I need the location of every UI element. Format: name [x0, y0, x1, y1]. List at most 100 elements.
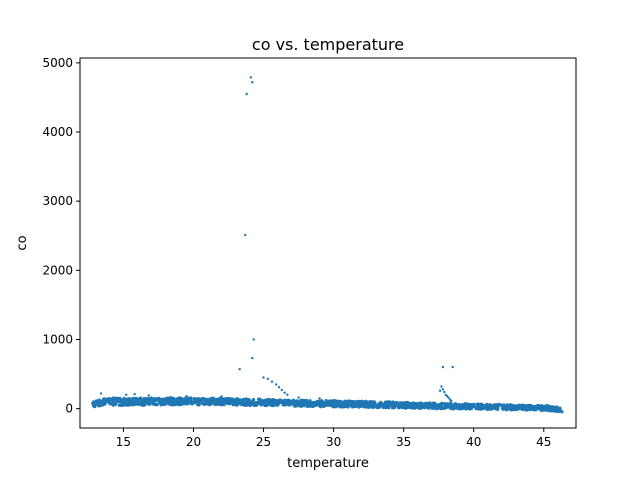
data-point [168, 402, 172, 406]
data-point [441, 388, 445, 391]
data-point [266, 403, 270, 407]
data-point [470, 404, 474, 408]
x-tick-label: 25 [256, 435, 271, 449]
data-point [281, 403, 285, 407]
data-point [428, 405, 432, 409]
data-point [275, 383, 278, 386]
data-point [528, 408, 532, 412]
data-point [492, 403, 496, 407]
data-point [465, 403, 469, 407]
data-point [245, 92, 248, 96]
data-point [159, 398, 163, 402]
data-point [202, 402, 206, 406]
x-tick-label: 45 [536, 435, 551, 449]
data-point [110, 401, 115, 406]
data-point [478, 404, 482, 408]
data-point [381, 405, 385, 410]
data-point [489, 406, 493, 410]
data-point [213, 402, 217, 406]
data-point [180, 402, 184, 406]
data-point [290, 402, 294, 406]
data-point [460, 404, 464, 408]
data-point [514, 408, 518, 412]
data-point [122, 403, 126, 407]
data-point [283, 399, 287, 403]
data-point [455, 404, 459, 408]
data-point [519, 404, 524, 408]
data-point [266, 398, 270, 402]
data-point [232, 402, 236, 406]
y-tick-label: 3000 [42, 194, 73, 208]
data-point [524, 407, 528, 411]
y-tick-label: 0 [65, 402, 73, 416]
data-point [249, 76, 253, 79]
data-point [108, 402, 112, 406]
data-point [502, 403, 506, 407]
data-point [318, 397, 321, 400]
data-point [321, 403, 325, 407]
data-point [384, 402, 388, 406]
data-point [448, 406, 452, 410]
data-point [218, 399, 222, 403]
data-point [153, 402, 157, 407]
data-point [434, 405, 438, 409]
data-point [343, 403, 347, 407]
data-point [339, 400, 343, 404]
y-tick-label: 4000 [42, 125, 73, 139]
data-point [526, 403, 530, 408]
data-point [139, 401, 143, 405]
data-point [200, 398, 204, 402]
data-point [416, 406, 420, 410]
data-point [301, 399, 305, 403]
points-layer [91, 76, 564, 414]
data-point [297, 396, 300, 399]
data-point [313, 402, 318, 406]
data-point [161, 400, 165, 404]
data-point [300, 402, 304, 407]
data-point [331, 405, 335, 409]
data-point [251, 356, 254, 360]
data-point [365, 404, 369, 408]
data-point [187, 398, 191, 402]
data-point [270, 380, 274, 383]
data-point [371, 400, 376, 404]
data-point [262, 376, 265, 379]
data-point [100, 401, 104, 405]
data-point [330, 402, 334, 406]
data-point [147, 394, 150, 397]
data-point [277, 386, 281, 389]
data-point [215, 397, 219, 401]
data-point [359, 404, 363, 408]
data-point [97, 403, 101, 408]
data-point [262, 399, 266, 403]
data-point [274, 399, 278, 403]
data-point [149, 401, 153, 405]
data-point [205, 400, 209, 404]
data-point [422, 402, 426, 406]
data-point [480, 407, 484, 411]
data-point [266, 377, 269, 381]
data-point [260, 401, 264, 405]
data-point [467, 405, 472, 409]
data-point [194, 400, 198, 404]
data-point [256, 400, 260, 404]
data-point [239, 402, 243, 406]
data-point [557, 406, 562, 410]
data-point [450, 399, 453, 403]
data-point [225, 397, 229, 401]
data-point [339, 403, 344, 407]
data-point [178, 397, 182, 401]
data-point [140, 398, 144, 402]
data-point [330, 399, 334, 403]
data-point [386, 405, 390, 409]
data-point [553, 407, 557, 411]
data-point [336, 402, 340, 406]
data-point [116, 396, 120, 401]
data-point [545, 407, 550, 411]
data-point [413, 402, 417, 406]
data-point [152, 399, 156, 403]
data-point [399, 404, 404, 408]
data-point [438, 389, 442, 392]
data-point [353, 401, 357, 405]
data-point [222, 403, 226, 407]
